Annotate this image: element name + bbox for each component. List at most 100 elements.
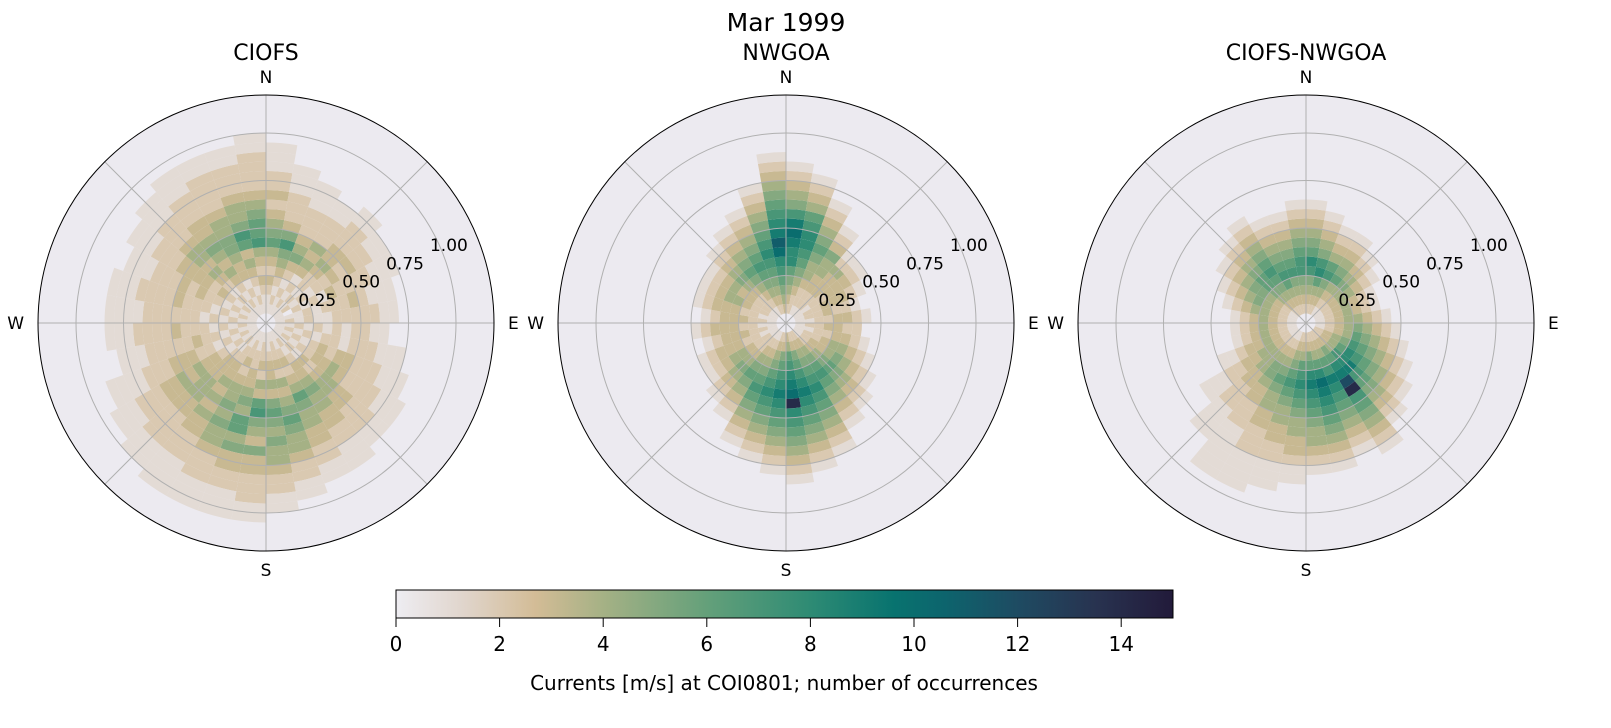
histogram-bin xyxy=(209,331,222,343)
histogram-bin xyxy=(1309,340,1316,352)
histogram-bin xyxy=(786,472,815,485)
histogram-bin xyxy=(318,224,340,243)
histogram-bin xyxy=(1334,323,1344,330)
histogram-bin xyxy=(818,224,839,241)
histogram-bin xyxy=(273,310,283,319)
histogram-bin xyxy=(116,347,133,375)
histogram-bin xyxy=(1306,463,1333,475)
histogram-bin xyxy=(812,327,824,336)
histogram-bin xyxy=(786,228,803,239)
histogram-bin xyxy=(792,358,803,370)
histogram-bin xyxy=(323,216,346,236)
histogram-bin xyxy=(191,361,208,378)
histogram-bin xyxy=(266,218,285,230)
histogram-bin xyxy=(1306,379,1318,390)
histogram-bin xyxy=(1244,388,1264,406)
histogram-bin xyxy=(308,388,328,406)
histogram-bin xyxy=(1243,289,1257,304)
histogram-bins xyxy=(1189,199,1414,493)
histogram-bin xyxy=(1358,403,1380,422)
histogram-bin xyxy=(714,345,729,361)
histogram-bin xyxy=(851,261,869,281)
histogram-bin xyxy=(247,337,257,348)
histogram-bin xyxy=(1223,365,1241,385)
histogram-bin xyxy=(261,294,266,305)
histogram-bin xyxy=(315,342,329,357)
histogram-bin xyxy=(249,276,260,288)
histogram-bin xyxy=(843,345,858,361)
histogram-bin xyxy=(266,482,296,494)
histogram-bin xyxy=(104,294,117,323)
histogram-bin xyxy=(175,153,208,175)
histogram-bin xyxy=(1355,289,1369,304)
histogram-bin xyxy=(266,341,271,352)
histogram-bin xyxy=(1268,380,1284,395)
histogram-bin xyxy=(201,492,235,511)
histogram-bin xyxy=(204,206,228,225)
histogram-bin xyxy=(1353,232,1374,251)
histogram-bin xyxy=(1249,331,1262,343)
histogram-bin xyxy=(1314,316,1325,322)
histogram-bin xyxy=(338,255,357,276)
histogram-bin xyxy=(743,388,761,404)
histogram-bin xyxy=(705,348,721,366)
histogram-bin xyxy=(256,266,266,277)
r-tick-label: 0.25 xyxy=(298,291,336,311)
histogram-bin xyxy=(310,303,323,315)
histogram-bin xyxy=(1310,285,1319,297)
histogram-bin xyxy=(760,385,775,398)
histogram-bin xyxy=(319,332,332,346)
histogram-bin xyxy=(779,285,786,295)
colorbar-tick-label: 10 xyxy=(901,632,926,656)
histogram-bin xyxy=(786,425,806,437)
histogram-bin xyxy=(350,306,361,323)
histogram-bin xyxy=(232,260,247,274)
histogram-bin xyxy=(254,256,266,267)
histogram-bin xyxy=(253,285,262,297)
histogram-bin xyxy=(247,319,257,323)
histogram-bin xyxy=(831,438,858,457)
histogram-bin xyxy=(135,277,150,302)
histogram-bin xyxy=(1306,285,1313,295)
histogram-bin xyxy=(1380,308,1392,323)
histogram-bin xyxy=(1280,385,1295,398)
histogram-bin xyxy=(321,462,352,484)
r-tick-label: 0.50 xyxy=(342,273,380,293)
histogram-bin xyxy=(776,331,783,341)
histogram-bin xyxy=(789,340,796,352)
histogram-bin xyxy=(696,275,712,294)
histogram-bin xyxy=(858,370,877,391)
histogram-bin xyxy=(1216,275,1232,294)
histogram-bin xyxy=(797,248,812,261)
histogram-bin xyxy=(314,180,342,200)
histogram-bin xyxy=(1249,413,1271,431)
histogram-bin xyxy=(803,326,815,333)
histogram-bin xyxy=(808,380,824,395)
histogram-bin xyxy=(274,326,284,333)
histogram-bin xyxy=(239,329,250,338)
histogram-bin xyxy=(1239,323,1250,335)
histogram-bin xyxy=(199,323,210,335)
histogram-bin xyxy=(356,358,374,380)
histogram-bin xyxy=(233,500,266,513)
histogram-bin xyxy=(1257,257,1273,273)
histogram-bin xyxy=(740,439,765,454)
histogram-bin xyxy=(1315,298,1325,309)
histogram-bin xyxy=(337,293,351,310)
histogram-bin xyxy=(1380,323,1392,338)
histogram-bin xyxy=(167,355,184,376)
histogram-bin xyxy=(719,429,744,448)
histogram-bin xyxy=(266,425,286,437)
histogram-bin xyxy=(748,327,760,336)
panel-title: CIOFS xyxy=(233,41,298,66)
histogram-bin xyxy=(1312,296,1321,307)
histogram-bin xyxy=(724,240,744,258)
histogram-bin xyxy=(266,304,270,314)
histogram-bin xyxy=(324,361,341,378)
histogram-bin xyxy=(303,323,314,332)
histogram-bin xyxy=(1215,255,1234,276)
histogram-bin xyxy=(190,309,201,323)
histogram-bin xyxy=(851,309,862,323)
histogram-bin xyxy=(279,394,296,408)
histogram-bin xyxy=(123,323,136,348)
